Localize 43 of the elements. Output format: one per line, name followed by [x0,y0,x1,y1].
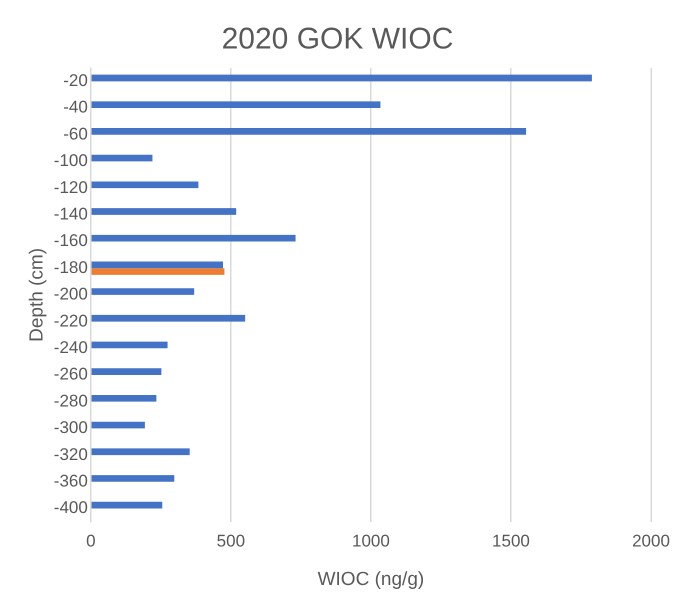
y-tick-label: -160 [54,231,88,250]
y-tick-label: -60 [63,124,88,144]
bar [92,128,526,135]
bar [92,268,224,275]
bar [92,262,224,268]
x-tick-label: 1000 [352,532,390,551]
bar [92,502,162,508]
bar [92,342,168,348]
x-axis-title: WIOC (ng/g) [318,568,424,590]
bar [92,74,592,82]
y-tick-label: -360 [54,471,88,490]
y-tick-label: -40 [63,98,88,117]
bar [92,314,246,322]
x-tick-label: 0 [86,532,96,551]
x-tick-label: 500 [216,532,246,551]
y-tick-label: -180 [54,258,88,277]
y-tick-label: -320 [54,444,88,464]
bar [92,181,198,188]
y-tick-label: -200 [54,284,88,304]
bar [92,448,190,456]
bar [92,475,174,482]
bar [92,234,296,242]
y-tick-label: -140 [54,204,88,224]
bar [92,395,156,402]
y-tick-label: -260 [54,364,88,384]
y-tick-label: -240 [54,338,88,357]
y-axis-title: Depth (cm) [26,248,48,342]
bar [92,422,145,428]
y-tick-label: -280 [54,391,88,410]
bar [92,208,236,215]
bar [92,368,162,375]
y-tick-label: -120 [54,178,88,197]
bar [92,101,380,108]
x-tick-label: 2000 [632,532,670,551]
chart-title: 2020 GOK WIOC [222,22,454,56]
y-tick-label: -220 [54,311,88,330]
y-tick-label: -400 [54,498,88,518]
y-tick-label: -300 [54,418,88,438]
x-tick-label: 1500 [492,532,530,551]
bar [92,154,152,162]
bar [92,288,194,295]
y-tick-label: -100 [54,151,88,170]
y-tick-label: -20 [63,71,88,90]
